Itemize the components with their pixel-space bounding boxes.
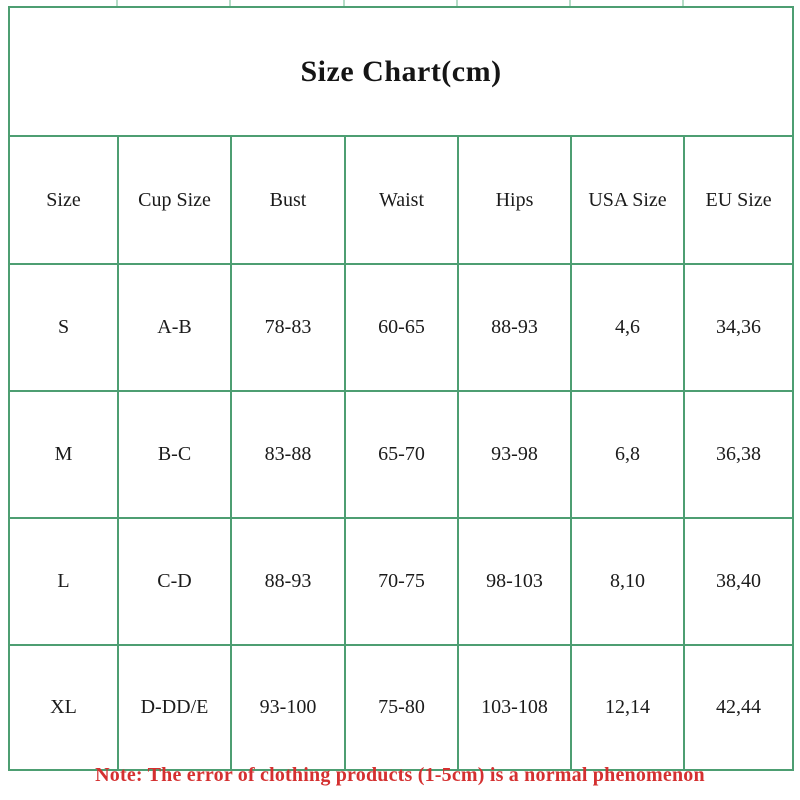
grid-tick bbox=[682, 0, 684, 7]
cell-hips: 103-108 bbox=[457, 644, 572, 771]
column-header-size: Size bbox=[8, 135, 119, 265]
column-header-cup-size: Cup Size bbox=[117, 135, 232, 265]
cell-usa-size: 6,8 bbox=[570, 390, 685, 519]
cell-hips: 98-103 bbox=[457, 517, 572, 646]
cell-waist: 70-75 bbox=[344, 517, 459, 646]
cell-bust: 88-93 bbox=[230, 517, 346, 646]
cell-usa-size: 4,6 bbox=[570, 263, 685, 392]
cell-eu-size: 36,38 bbox=[682, 390, 795, 519]
cell-eu-size: 38,40 bbox=[682, 517, 795, 646]
size-chart-table: Size Chart(cm) Size Cup Size Bust Waist … bbox=[7, 6, 795, 771]
table-title-banner: Size Chart(cm) bbox=[7, 6, 795, 137]
table-row-l: L C-D 88-93 70-75 98-103 8,10 38,40 bbox=[8, 517, 795, 646]
cell-size: XL bbox=[8, 644, 119, 771]
cell-size: L bbox=[8, 517, 119, 646]
cell-hips: 93-98 bbox=[457, 390, 572, 519]
cell-bust: 93-100 bbox=[230, 644, 346, 771]
cell-eu-size: 34,36 bbox=[682, 263, 795, 392]
grid-tick bbox=[569, 0, 571, 7]
cell-bust: 78-83 bbox=[230, 263, 346, 392]
header-row: Size Cup Size Bust Waist Hips USA Size E… bbox=[8, 135, 795, 265]
table-row-m: M B-C 83-88 65-70 93-98 6,8 36,38 bbox=[8, 390, 795, 519]
table-title: Size Chart(cm) bbox=[300, 54, 502, 88]
cell-hips: 88-93 bbox=[457, 263, 572, 392]
column-header-waist: Waist bbox=[344, 135, 459, 265]
grid-tick bbox=[116, 0, 118, 7]
note-text: Note: The error of clothing products (1-… bbox=[95, 764, 705, 786]
table-row-s: S A-B 78-83 60-65 88-93 4,6 34,36 bbox=[8, 263, 795, 392]
cell-usa-size: 12,14 bbox=[570, 644, 685, 771]
cell-waist: 60-65 bbox=[344, 263, 459, 392]
cell-bust: 83-88 bbox=[230, 390, 346, 519]
column-header-eu-size: EU Size bbox=[682, 135, 795, 265]
cell-usa-size: 8,10 bbox=[570, 517, 685, 646]
cell-eu-size: 42,44 bbox=[682, 644, 795, 771]
cell-size: M bbox=[8, 390, 119, 519]
grid-tick bbox=[343, 0, 345, 7]
table-row-xl: XL D-DD/E 93-100 75-80 103-108 12,14 42,… bbox=[8, 644, 795, 771]
grid-tick bbox=[229, 0, 231, 7]
cell-waist: 65-70 bbox=[344, 390, 459, 519]
cell-cup-size: A-B bbox=[117, 263, 232, 392]
grid-tick bbox=[456, 0, 458, 7]
title-banner-row: Size Chart(cm) bbox=[7, 6, 795, 137]
cell-cup-size: B-C bbox=[117, 390, 232, 519]
column-header-hips: Hips bbox=[457, 135, 572, 265]
cell-waist: 75-80 bbox=[344, 644, 459, 771]
cell-cup-size: D-DD/E bbox=[117, 644, 232, 771]
cell-cup-size: C-D bbox=[117, 517, 232, 646]
cell-size: S bbox=[8, 263, 119, 392]
column-header-bust: Bust bbox=[230, 135, 346, 265]
column-header-usa-size: USA Size bbox=[570, 135, 685, 265]
